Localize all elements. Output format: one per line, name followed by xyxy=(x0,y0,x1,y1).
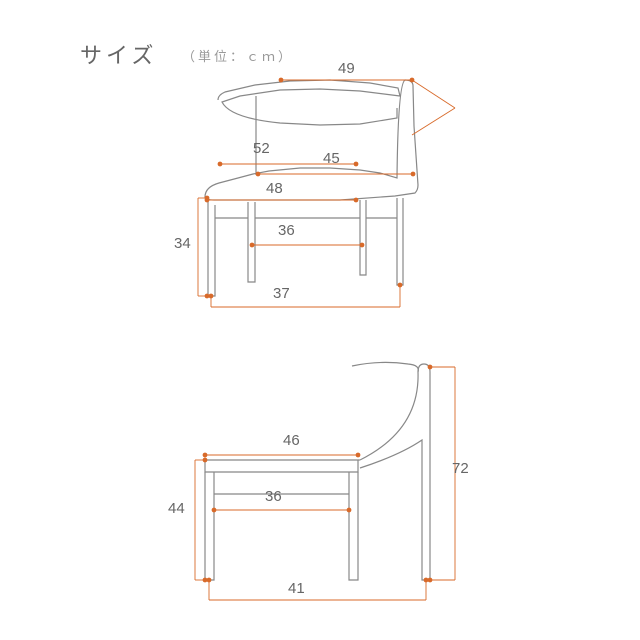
dimension-d37: 37 xyxy=(273,285,290,302)
diagram-canvas: { "header": { "title": "サイズ", "subtitle"… xyxy=(0,0,640,640)
dimension-d52: 52 xyxy=(253,140,270,157)
dimension-d46: 46 xyxy=(283,432,300,449)
dimension-d36b: 36 xyxy=(265,488,282,505)
dimension-d45: 45 xyxy=(323,150,340,167)
drawing-layer xyxy=(0,0,640,640)
dimension-d36a: 36 xyxy=(278,222,295,239)
dimension-d72: 72 xyxy=(452,460,469,477)
dimension-d49: 49 xyxy=(338,60,355,77)
dimension-d34: 34 xyxy=(174,235,191,252)
dimension-d41: 41 xyxy=(288,580,305,597)
dimension-d44: 44 xyxy=(168,500,185,517)
dimension-d48: 48 xyxy=(266,180,283,197)
